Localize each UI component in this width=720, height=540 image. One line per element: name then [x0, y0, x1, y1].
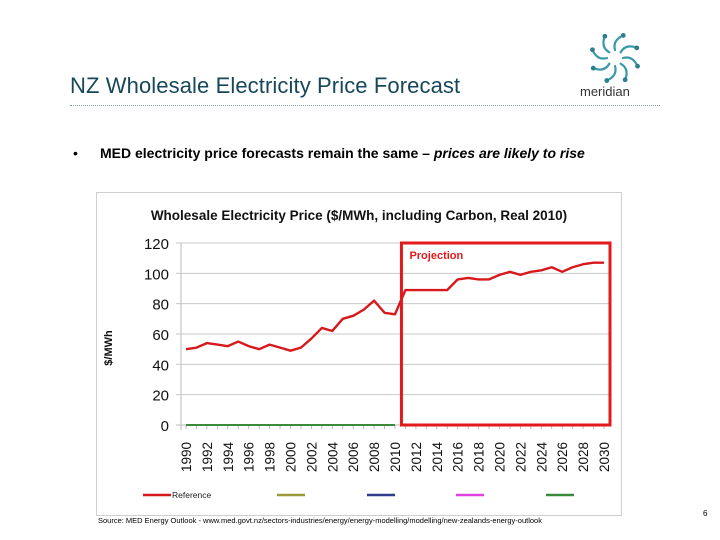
projection-box: [399, 241, 612, 427]
y-tick-label: 40: [152, 357, 169, 374]
x-tick-label: 2018: [472, 442, 487, 472]
x-tick-label: 2012: [409, 442, 424, 472]
x-tick-label: 2024: [534, 441, 549, 472]
x-tick-label: 2016: [451, 442, 466, 472]
y-tick-label: 80: [152, 297, 169, 314]
bullet-emphasis: prices are likely to rise: [433, 145, 585, 161]
chart-frame: Wholesale Electricity Price ($/MWh, incl…: [96, 192, 622, 516]
logo-arm: [591, 48, 609, 60]
y-axis-label: $/MWh: [103, 330, 115, 366]
logo-arm: [619, 45, 638, 54]
x-tick-label: 1998: [263, 442, 278, 472]
bullet-text: MED electricity price forecasts remain t…: [100, 145, 585, 161]
x-tick-label: 2000: [284, 442, 299, 472]
x-tick-label: 2010: [388, 442, 403, 472]
logo-dot: [635, 63, 640, 69]
bullet-main: MED electricity price forecasts remain t…: [100, 145, 434, 161]
y-tick-label: 120: [144, 236, 169, 253]
x-tick-label: 1994: [221, 441, 236, 472]
x-tick-label: 2004: [325, 441, 340, 472]
logo-dot: [622, 77, 628, 83]
x-tick-label: 2006: [346, 442, 361, 472]
logo-dot: [602, 33, 608, 39]
logo-arm: [613, 34, 625, 52]
x-tick-label: 2022: [513, 442, 528, 472]
logo-arm: [621, 56, 639, 68]
logo-arm: [592, 62, 611, 71]
price-chart: Wholesale Electricity Price ($/MWh, incl…: [103, 208, 612, 500]
series-line-reference: [185, 261, 604, 352]
legend-label: Reference: [172, 490, 211, 500]
logo-dot: [634, 45, 640, 51]
logo-dot: [590, 47, 595, 53]
x-tick-label: 2020: [493, 442, 508, 472]
y-tick-label: 20: [152, 388, 169, 405]
title-divider: [70, 105, 660, 106]
logo-text: meridian: [580, 84, 630, 99]
x-tick-label: 2014: [430, 441, 445, 472]
slide-title: NZ Wholesale Electricity Price Forecast: [70, 73, 461, 98]
meridian-logo-icon: [590, 33, 640, 83]
logo-dot: [620, 33, 626, 38]
x-tick-label: 1996: [242, 442, 257, 472]
bullet-marker: •: [73, 145, 78, 161]
x-tick-label: 2026: [555, 442, 570, 472]
x-tick-label: 1992: [200, 442, 215, 472]
projection-label: Projection: [409, 250, 463, 262]
logo-dot: [604, 78, 610, 83]
y-tick-label: 60: [152, 327, 169, 344]
chart-title: Wholesale Electricity Price ($/MWh, incl…: [151, 208, 567, 223]
y-tick-label: 0: [161, 418, 169, 435]
x-tick-label: 1990: [179, 442, 194, 472]
source-note: Source: MED Energy Outlook - www.med.gov…: [98, 516, 542, 525]
logo-arm: [619, 62, 628, 81]
page-number: 6: [703, 509, 708, 518]
x-tick-label: 2030: [597, 442, 612, 472]
logo-arm: [605, 64, 617, 82]
x-tick-label: 2028: [576, 442, 591, 472]
x-tick-label: 2002: [304, 442, 319, 472]
logo-dot: [590, 65, 596, 71]
logo-arm: [602, 35, 611, 54]
x-tick-label: 2008: [367, 442, 382, 472]
y-tick-label: 100: [144, 266, 169, 283]
